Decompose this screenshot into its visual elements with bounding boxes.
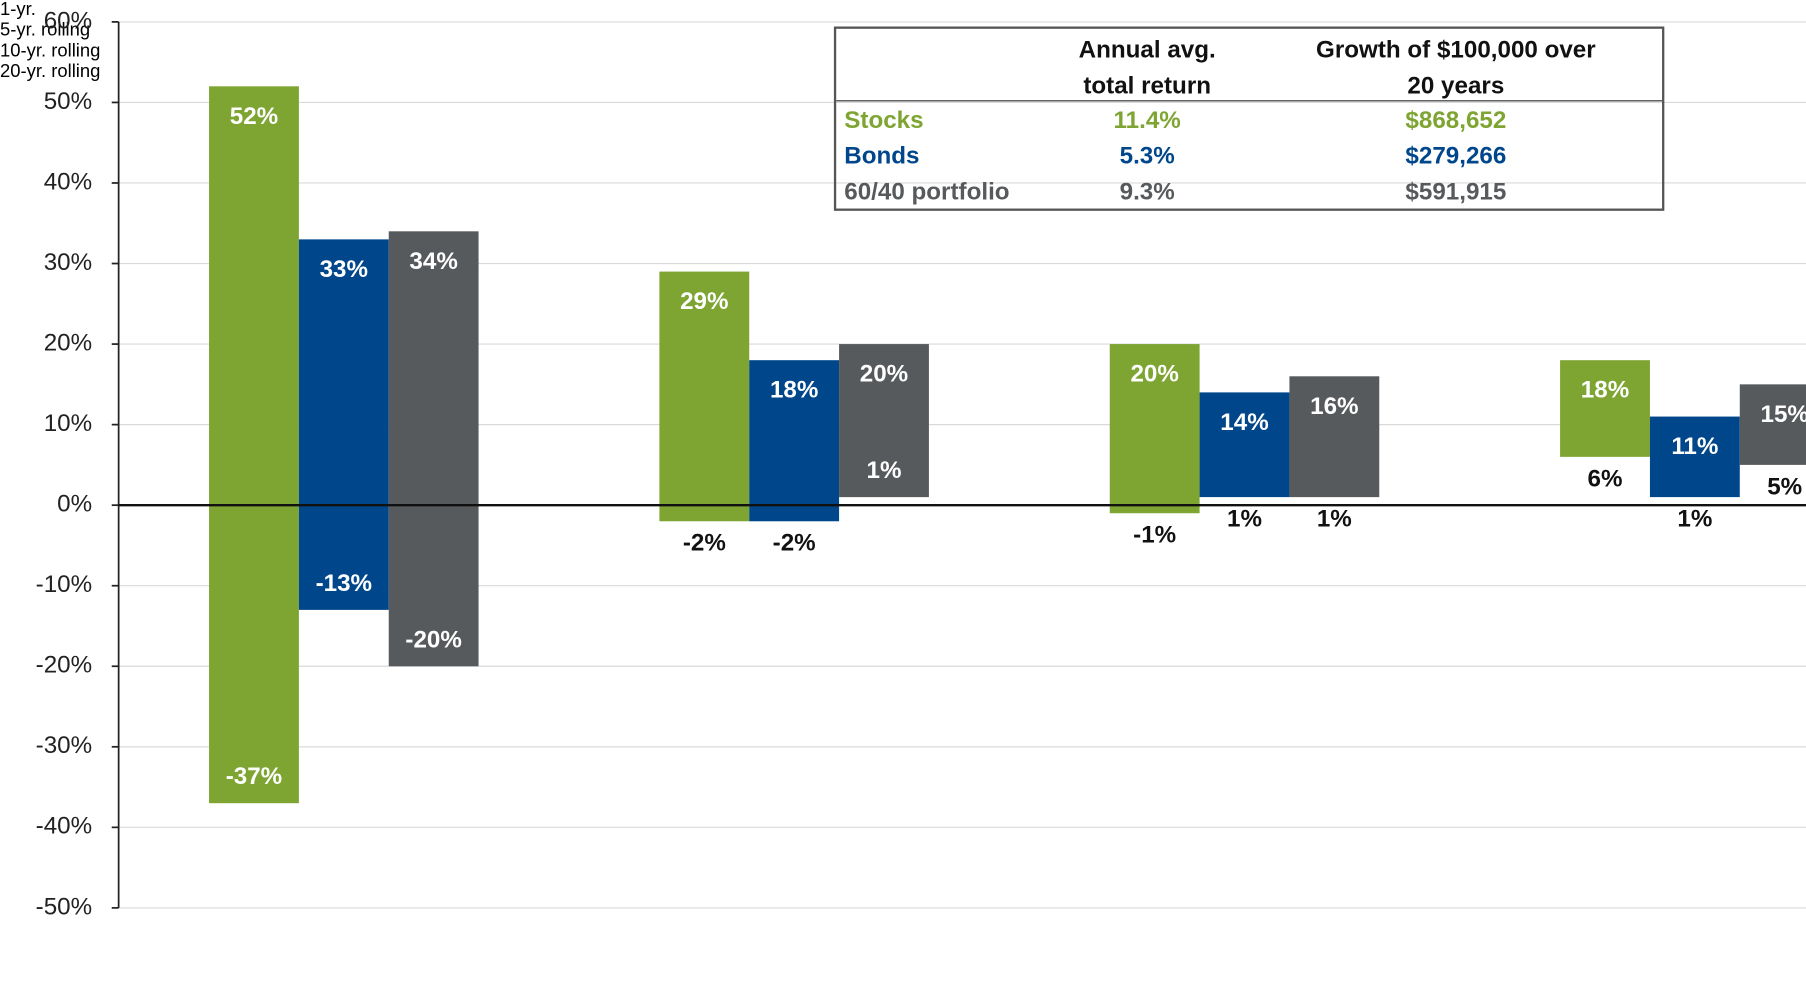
table-cell: 60/40 portfolio [844, 178, 1010, 206]
y-tick-label: -10% [36, 571, 92, 598]
data-label: 34% [409, 248, 457, 275]
y-tick-label: 30% [44, 249, 92, 276]
y-tick-label: 40% [44, 168, 92, 195]
data-label: 1% [1677, 506, 1712, 533]
y-tick-label: -30% [36, 732, 92, 759]
x-tick-label: 1-yr. [0, 0, 36, 20]
data-label: -37% [226, 763, 282, 790]
bar [388, 231, 479, 667]
data-label: 1% [1227, 506, 1262, 533]
bar [749, 360, 840, 522]
y-tick-label: 60% [44, 7, 92, 34]
y-tick-label: -50% [36, 893, 92, 920]
table-cell: Bonds [844, 142, 920, 170]
data-label: 6% [1588, 465, 1623, 492]
bar [209, 86, 299, 804]
bar [298, 239, 389, 610]
y-tick-label: 20% [44, 329, 92, 356]
x-tick-label: 10-yr. rolling [0, 41, 101, 62]
data-label: 16% [1310, 393, 1358, 420]
y-tick-label: -40% [36, 813, 92, 840]
bar [1560, 360, 1650, 457]
y-tick-label: -20% [36, 652, 92, 679]
bar [659, 271, 750, 522]
table-rule [836, 100, 1663, 102]
table-cell: 11.4% [1113, 107, 1181, 134]
bar [1739, 384, 1806, 465]
table-cell: $279,266 [1405, 142, 1507, 170]
data-label: 1% [867, 457, 902, 484]
data-label: 20% [860, 361, 908, 388]
data-label: 20% [1130, 361, 1178, 388]
bar [1649, 416, 1740, 498]
table-cell: 9.3% [1119, 178, 1175, 206]
data-label: 52% [230, 103, 278, 130]
table-cell: 5.3% [1119, 142, 1175, 170]
x-tick-label: 20-yr. rolling [0, 62, 101, 82]
data-label: 18% [1581, 377, 1629, 404]
data-label: -1% [1133, 522, 1176, 549]
bar [1199, 392, 1290, 498]
data-label: -13% [316, 570, 372, 597]
data-label: 14% [1220, 409, 1268, 436]
x-tick-label: 5-yr. rolling [0, 20, 91, 41]
data-label: -20% [405, 626, 461, 653]
bar [1289, 376, 1380, 498]
data-label: -2% [773, 530, 816, 557]
summary-table: Annual avg. total return Growth of $100,0… [833, 26, 1665, 211]
data-label: 11% [1671, 433, 1718, 460]
data-label: 29% [680, 288, 728, 315]
table-header: Annual avg. total return [1078, 36, 1216, 100]
table-header: Growth of $100,000 over 20 years [1316, 36, 1596, 100]
y-tick-label: 0% [57, 491, 92, 518]
bar [1109, 344, 1200, 514]
y-tick-label: 50% [44, 88, 92, 115]
y-tick-label: 10% [44, 410, 92, 437]
data-label: -2% [683, 530, 726, 557]
bar [839, 344, 929, 498]
data-label: 5% [1767, 473, 1802, 500]
data-label: 1% [1317, 506, 1352, 533]
table-cell: $868,652 [1405, 107, 1507, 134]
data-label: 33% [320, 256, 368, 283]
data-label: 15% [1760, 401, 1806, 428]
table-cell: Stocks [844, 107, 924, 134]
data-label: 18% [770, 377, 818, 404]
table-cell: $591,915 [1405, 178, 1507, 206]
